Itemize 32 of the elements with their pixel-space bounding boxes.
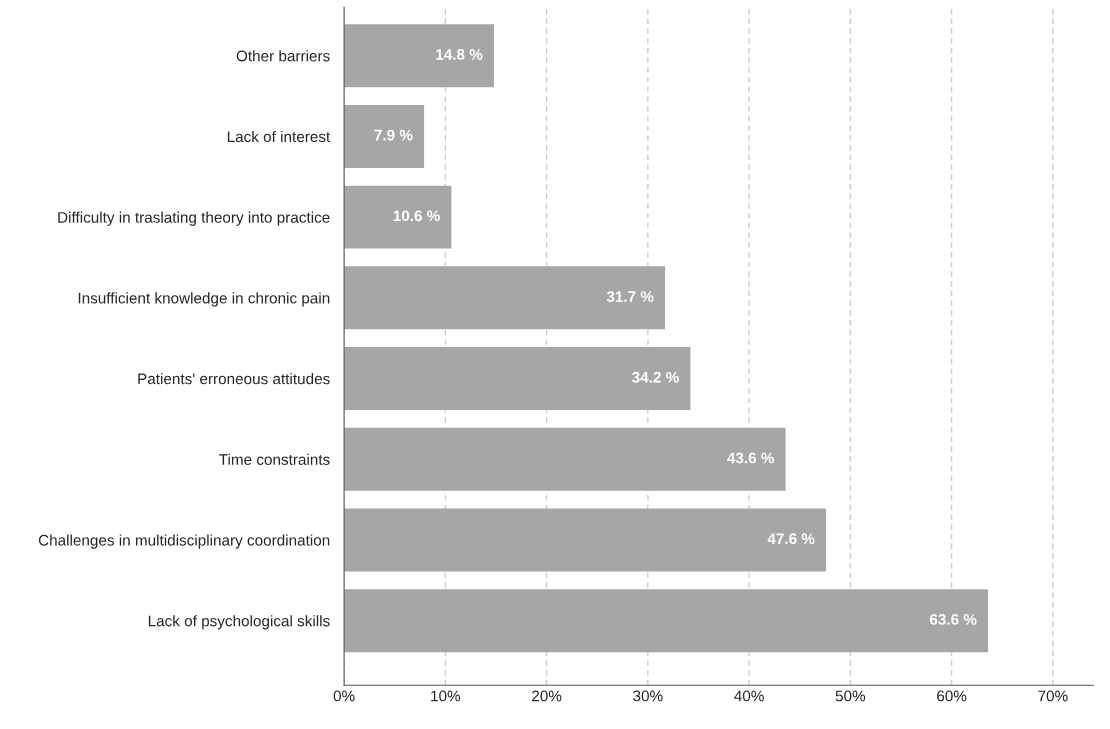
- data-label: 47.6 %: [767, 533, 815, 545]
- x-tick-label: 50%: [835, 690, 866, 702]
- x-tick-label: 20%: [532, 690, 562, 702]
- x-tick-label: 40%: [734, 690, 764, 702]
- data-label: 31.7 %: [606, 291, 654, 302]
- x-tick-label: 60%: [937, 690, 967, 702]
- bar: [344, 427, 786, 491]
- y-tick-label: Lack of interest: [227, 130, 331, 143]
- bar: [344, 508, 827, 572]
- x-tick-label: 70%: [1038, 690, 1068, 702]
- bar: [344, 266, 666, 330]
- data-label: 14.8 %: [436, 49, 483, 60]
- bar: [344, 24, 494, 88]
- y-tick-label: Time constraints: [219, 453, 330, 465]
- data-label: 63.6 %: [929, 613, 977, 625]
- x-tick-label: 30%: [633, 690, 663, 702]
- y-tick-label: Patients' erroneous attitudes: [138, 373, 330, 385]
- bar: [344, 589, 989, 653]
- bar: [344, 347, 691, 411]
- x-tick-label: 10%: [431, 690, 461, 702]
- data-label: 7.9 %: [374, 129, 413, 141]
- bar: [344, 104, 425, 168]
- data-label: 34.2 %: [632, 371, 679, 383]
- y-tick-label: Difficulty in traslating theory into practice: [58, 211, 330, 226]
- data-label: 43.6 %: [727, 452, 775, 464]
- bar: [344, 185, 452, 249]
- y-tick-label: Challenges in multidisciplinary coordination: [38, 534, 330, 549]
- data-label: 10.6 %: [393, 210, 440, 222]
- y-tick-label: Other barriers: [236, 50, 330, 62]
- y-tick-label: Insufficient knowledge in chronic pain: [78, 292, 330, 307]
- x-tick-label: 0%: [333, 690, 355, 702]
- y-tick-label: Lack of psychological skills: [148, 615, 330, 630]
